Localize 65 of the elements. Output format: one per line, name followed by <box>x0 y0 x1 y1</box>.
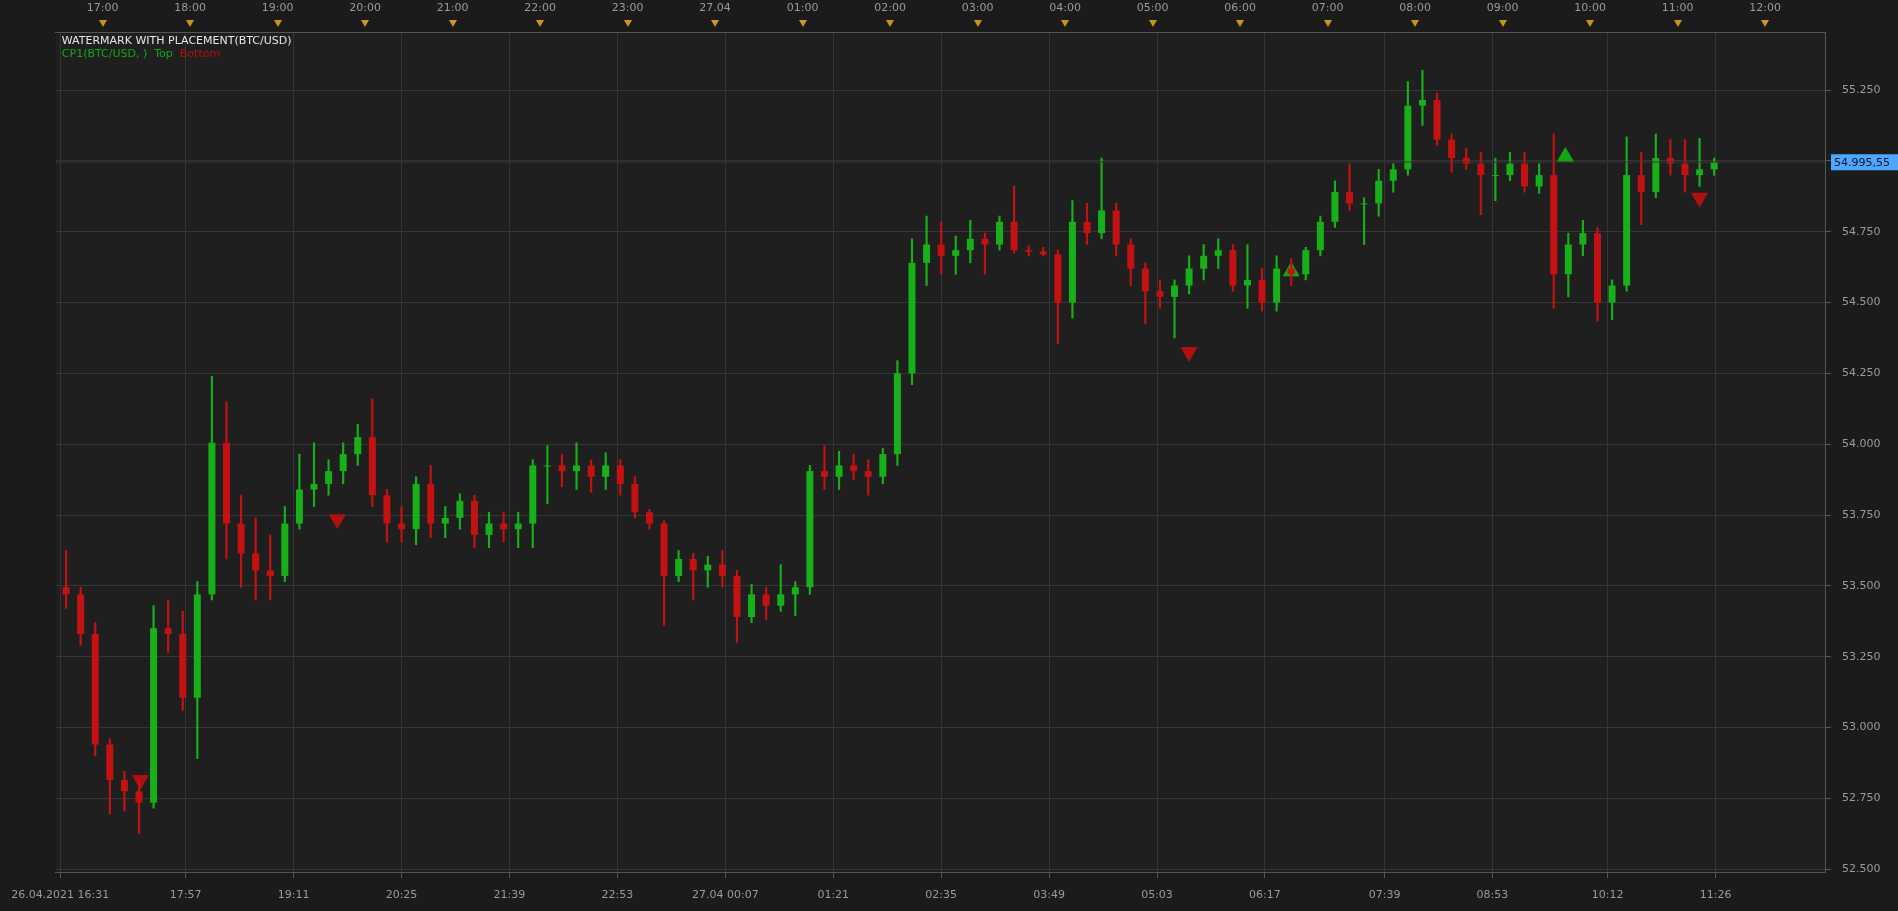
x2-tick-label: 12:00 <box>1749 1 1782 15</box>
x-tick-label: 26.04.2021 16:31 <box>11 888 110 902</box>
y-tick-label: 54.750 <box>1842 224 1881 238</box>
x-tick-label: 21:39 <box>493 888 526 902</box>
ref-line-label: 54.995,55 <box>1834 155 1890 169</box>
x2-tick-label: 08:00 <box>1399 1 1432 15</box>
candlestick <box>1696 137 1704 187</box>
candlestick <box>543 445 551 505</box>
candlestick <box>923 215 931 286</box>
x-tick-label: 02:35 <box>925 888 958 902</box>
x2-tick-label: 22:00 <box>524 1 556 15</box>
y-tick-label: 53.750 <box>1842 507 1881 521</box>
candlestick <box>1418 69 1426 126</box>
x-tick-label: 07:39 <box>1368 888 1401 902</box>
x2-tick-label: 27.04 <box>699 1 731 15</box>
x2-tick-label: 20:00 <box>349 1 381 15</box>
text: Top <box>154 47 173 60</box>
x2-tick-label: 11:00 <box>1661 1 1694 15</box>
x-tick-label: 08:53 <box>1476 888 1509 902</box>
y-tick-label: 54.500 <box>1842 295 1881 309</box>
x2-tick-label: 02:00 <box>874 1 906 15</box>
x-tick-label: 20:25 <box>385 888 418 902</box>
x-tick-label: 17:57 <box>169 888 202 902</box>
annotation: WATERMARK WITH PLACEMENT(BTC/USD) <box>61 34 292 47</box>
x-tick-label: 10:12 <box>1591 888 1624 902</box>
point <box>1180 347 1198 362</box>
y-tick-label: 52.750 <box>1842 791 1881 805</box>
x2-tick-label: 23:00 <box>611 1 644 15</box>
x-tick-label: 05:03 <box>1141 888 1173 902</box>
x2-tick-label: 01:00 <box>786 1 819 15</box>
x2-tick-label: 09:00 <box>1486 1 1519 15</box>
y-tick-label: 52.500 <box>1842 862 1881 876</box>
x-tick-label: 03:49 <box>1033 888 1065 902</box>
x2-tick-label: 10:00 <box>1574 1 1607 15</box>
candlestick <box>1171 279 1179 339</box>
y-tick-label: 55.250 <box>1842 82 1881 96</box>
x-tick-label: 11:26 <box>1699 888 1732 902</box>
x2-tick-label: 04:00 <box>1049 1 1081 15</box>
point <box>329 514 346 529</box>
x2-tick-label: 05:00 <box>1136 1 1169 15</box>
x2-tick-label: 07:00 <box>1311 1 1344 15</box>
point <box>1691 192 1708 208</box>
text: Bottom <box>179 47 221 60</box>
y-tick-label: 53.000 <box>1842 720 1881 734</box>
x-tick-label: 22:53 <box>601 888 634 902</box>
x2-tick-label: 17:00 <box>86 1 119 15</box>
x2-tick-label: 21:00 <box>436 1 469 15</box>
x2-tick-label: 06:00 <box>1224 1 1256 15</box>
candlestick <box>1243 244 1251 309</box>
x2-tick-label: 03:00 <box>961 1 994 15</box>
x2-tick-label: 18:00 <box>174 1 206 15</box>
x-tick-label: 19:11 <box>277 888 310 902</box>
x2-tick-label: 19:00 <box>261 1 294 15</box>
legend-title: CP1(BTC/USD, ) <box>61 47 148 60</box>
candlestick <box>820 445 828 490</box>
candlestick <box>1346 163 1354 211</box>
y-tick-label: 53.250 <box>1842 649 1881 663</box>
candlestick <box>573 442 581 490</box>
y-tick-label: 53.500 <box>1842 578 1881 592</box>
x-tick-label: 06:17 <box>1249 888 1281 902</box>
x-tick-label: 01:21 <box>817 888 850 902</box>
y-tick-label: 54.250 <box>1842 366 1881 380</box>
candlestick <box>1360 197 1368 245</box>
y-tick-label: 54.000 <box>1842 437 1881 451</box>
x-tick-label: 27.04 00:07 <box>691 888 759 902</box>
